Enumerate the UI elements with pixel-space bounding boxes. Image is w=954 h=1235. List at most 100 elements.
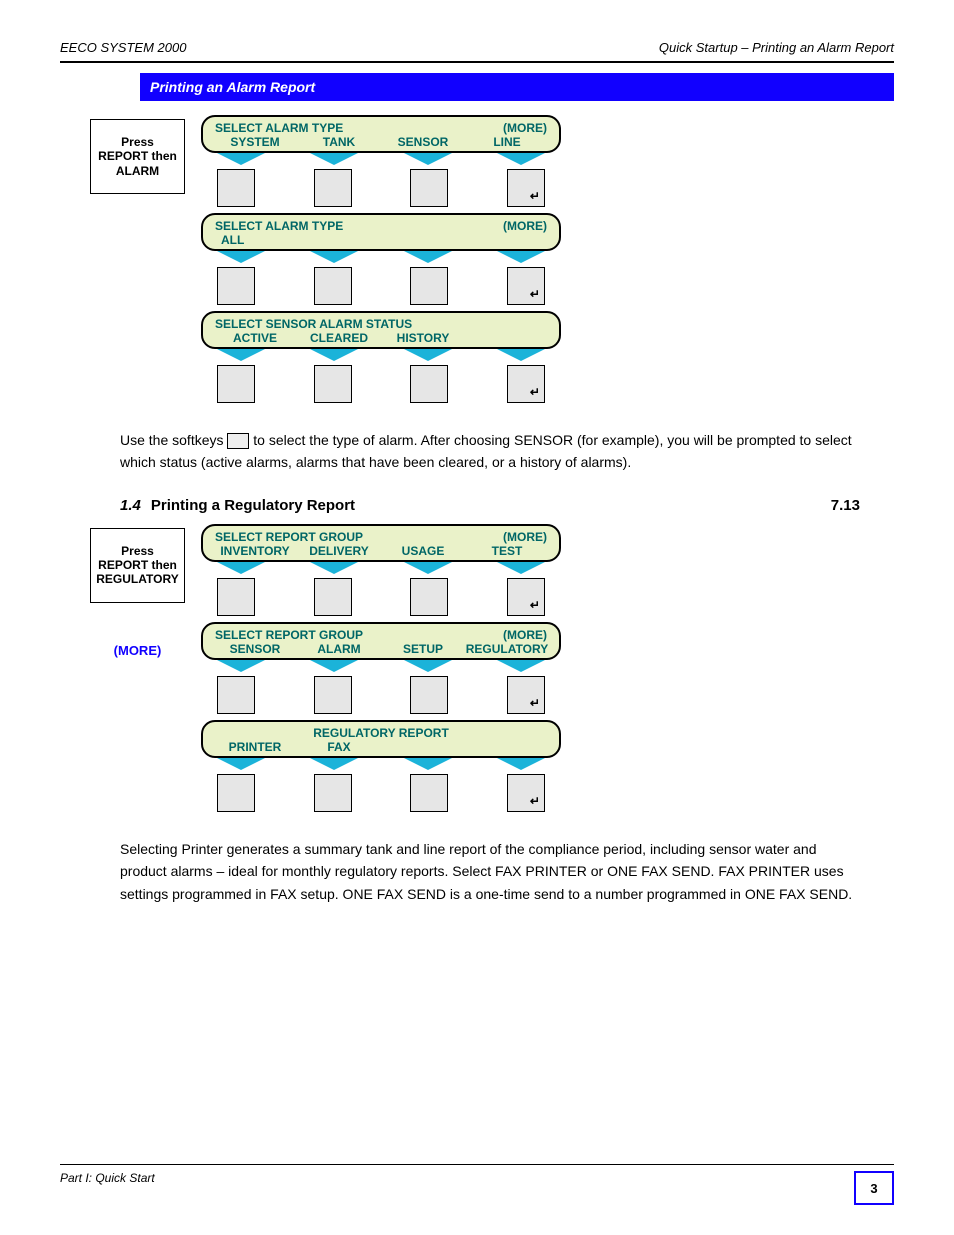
arrow-down-icon <box>493 756 549 770</box>
softkey-button[interactable] <box>410 169 448 207</box>
lcd-display: SELECT SENSOR ALARM STATUS ACTIVE CLEARE… <box>201 311 561 349</box>
lcd-screen: SELECT REPORT GROUP (MORE) INVENTORY DEL… <box>201 524 561 616</box>
softkey-button[interactable] <box>314 169 352 207</box>
lcd-option: INVENTORY <box>213 544 297 558</box>
lcd-option: DELIVERY <box>297 544 381 558</box>
lcd-option <box>297 233 381 247</box>
softkey-button[interactable] <box>410 676 448 714</box>
softkey-button[interactable] <box>314 676 352 714</box>
softkey-button[interactable] <box>410 774 448 812</box>
lcd-title-row: SELECT ALARM TYPE (MORE) <box>211 121 551 135</box>
lcd-option: ACTIVE <box>213 331 297 345</box>
alarm-screens: SELECT ALARM TYPE (MORE) SYSTEM TANK SEN… <box>201 115 561 409</box>
lcd-option <box>465 233 549 247</box>
heading-title: Printing a Regulatory Report <box>151 494 821 518</box>
footer-rule: Part I: Quick Start <box>60 1164 894 1165</box>
softkey-button[interactable] <box>217 676 255 714</box>
softkey-button[interactable] <box>217 365 255 403</box>
lcd-screen: SELECT SENSOR ALARM STATUS ACTIVE CLEARE… <box>201 311 561 403</box>
lcd-more: (MORE) <box>503 219 547 233</box>
arrow-down-icon <box>213 347 269 361</box>
page-number: 3 <box>854 1171 894 1205</box>
regulatory-screens: SELECT REPORT GROUP (MORE) INVENTORY DEL… <box>201 524 561 818</box>
header-right: Quick Startup – Printing an Alarm Report <box>659 40 894 55</box>
lcd-screen: SELECT REPORT GROUP (MORE) SENSOR ALARM … <box>201 622 561 714</box>
softkey-button[interactable] <box>410 267 448 305</box>
softkey-row: ↵ <box>201 169 561 207</box>
arrow-down-icon <box>400 347 456 361</box>
softkey-icon <box>227 433 249 449</box>
lcd-options: SYSTEM TANK SENSOR LINE <box>211 135 551 149</box>
softkey-row: ↵ <box>201 578 561 616</box>
lcd-option: USAGE <box>381 544 465 558</box>
softkey-button[interactable]: ↵ <box>507 169 545 207</box>
softkey-button[interactable]: ↵ <box>507 578 545 616</box>
softkey-button[interactable]: ↵ <box>507 774 545 812</box>
lcd-option: CLEARED <box>297 331 381 345</box>
lcd-option: REGULATORY <box>465 642 549 656</box>
arrow-down-icon <box>213 756 269 770</box>
softkey-button[interactable]: ↵ <box>507 267 545 305</box>
arrow-row <box>201 347 561 361</box>
arrow-down-icon <box>493 658 549 672</box>
paragraph-1: Use the softkeys to select the type of a… <box>120 429 860 474</box>
arrow-down-icon <box>493 249 549 263</box>
paragraph-2: Selecting Printer generates a summary ta… <box>120 838 860 905</box>
instruction-box-2: Press REPORT then REGULATORY <box>90 528 185 603</box>
lcd-options: ALL <box>211 233 551 247</box>
softkey-button[interactable] <box>314 774 352 812</box>
left-column: Press REPORT then REGULATORY (MORE) <box>90 524 185 818</box>
lcd-display: REGULATORY REPORT PRINTER FAX <box>201 720 561 758</box>
lcd-option: LINE <box>465 135 549 149</box>
softkey-button[interactable] <box>217 267 255 305</box>
more-link[interactable]: (MORE) <box>90 643 185 658</box>
arrow-down-icon <box>306 756 362 770</box>
lcd-options: PRINTER FAX <box>211 740 551 754</box>
arrow-down-icon <box>400 151 456 165</box>
lcd-title-text: REGULATORY REPORT <box>313 726 449 740</box>
lcd-option: SENSOR <box>381 135 465 149</box>
lcd-title-text: SELECT ALARM TYPE <box>215 219 343 233</box>
lcd-title-text: SELECT ALARM TYPE <box>215 121 343 135</box>
softkey-button[interactable] <box>410 365 448 403</box>
softkey-button[interactable] <box>314 267 352 305</box>
lcd-options: SENSOR ALARM SETUP REGULATORY <box>211 642 551 656</box>
lcd-option: HISTORY <box>381 331 465 345</box>
lcd-option: SYSTEM <box>213 135 297 149</box>
lcd-option <box>381 233 465 247</box>
return-icon: ↵ <box>530 190 540 202</box>
softkey-button[interactable]: ↵ <box>507 676 545 714</box>
softkey-button[interactable] <box>217 774 255 812</box>
para-text: Use the softkeys <box>120 432 224 448</box>
lcd-display: SELECT REPORT GROUP (MORE) INVENTORY DEL… <box>201 524 561 562</box>
softkey-button[interactable] <box>410 578 448 616</box>
arrow-down-icon <box>306 151 362 165</box>
lcd-option: SENSOR <box>213 642 297 656</box>
arrow-down-icon <box>493 151 549 165</box>
lcd-screen: REGULATORY REPORT PRINTER FAX ↵ <box>201 720 561 812</box>
arrow-down-icon <box>213 151 269 165</box>
return-icon: ↵ <box>530 697 540 709</box>
section-heading-2: 1.4 Printing a Regulatory Report 7.13 <box>120 494 860 518</box>
arrow-down-icon <box>213 249 269 263</box>
heading-ref: 7.13 <box>831 494 860 518</box>
return-icon: ↵ <box>530 795 540 807</box>
section-alarm: Press REPORT then ALARM SELECT ALARM TYP… <box>90 115 894 409</box>
softkey-button[interactable] <box>217 578 255 616</box>
arrow-down-icon <box>306 249 362 263</box>
arrow-down-icon <box>306 560 362 574</box>
arrow-down-icon <box>213 560 269 574</box>
return-icon: ↵ <box>530 386 540 398</box>
softkey-button[interactable] <box>314 578 352 616</box>
lcd-option: ALARM <box>297 642 381 656</box>
arrow-row <box>201 249 561 263</box>
softkey-button[interactable]: ↵ <box>507 365 545 403</box>
return-icon: ↵ <box>530 288 540 300</box>
lcd-option <box>465 740 549 754</box>
softkey-button[interactable] <box>217 169 255 207</box>
header-left: EECO SYSTEM 2000 <box>60 40 186 55</box>
lcd-options: ACTIVE CLEARED HISTORY <box>211 331 551 345</box>
softkey-button[interactable] <box>314 365 352 403</box>
return-icon: ↵ <box>530 599 540 611</box>
arrow-row <box>201 151 561 165</box>
